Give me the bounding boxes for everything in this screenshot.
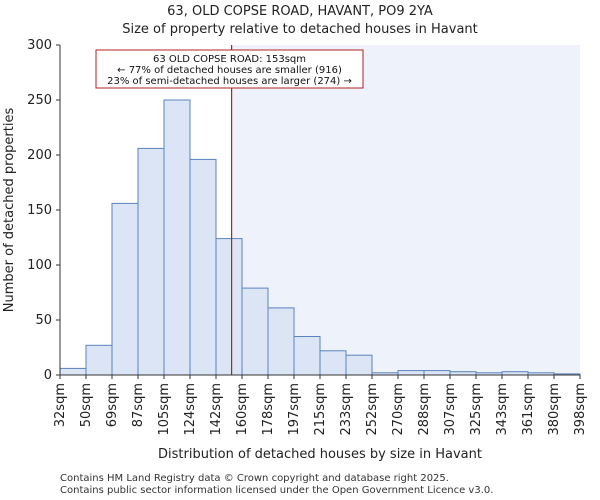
- x-tick-label: 160sqm: [235, 383, 250, 436]
- x-tick-label: 325sqm: [469, 383, 484, 436]
- bar-178sqm: [267, 307, 295, 376]
- y-tick-label: 50: [35, 313, 52, 328]
- x-tick-label: 361sqm: [521, 383, 536, 436]
- y-tick-label: 300: [27, 38, 52, 53]
- bar-124sqm: [189, 158, 217, 376]
- x-tick-label: 270sqm: [391, 383, 406, 436]
- y-tick-label: 150: [27, 203, 52, 218]
- x-tick-label: 288sqm: [417, 383, 432, 436]
- bar-69sqm: [111, 202, 139, 376]
- annotation-box: [95, 49, 364, 89]
- x-tick-label: 178sqm: [261, 383, 276, 436]
- bar-270sqm: [397, 370, 425, 376]
- bar-32sqm: [59, 367, 87, 376]
- y-axis-label: Number of detached properties: [2, 108, 17, 313]
- x-tick-label: 105sqm: [157, 383, 172, 436]
- bar-288sqm: [423, 370, 451, 376]
- x-tick-label: 233sqm: [339, 383, 354, 436]
- x-tick-label: 124sqm: [183, 383, 198, 436]
- bar-215sqm: [319, 350, 347, 376]
- bar-142sqm: [215, 238, 243, 376]
- bar-197sqm: [293, 336, 321, 376]
- bar-50sqm: [85, 344, 113, 376]
- x-tick-label: 252sqm: [365, 383, 380, 436]
- x-tick-label: 142sqm: [209, 383, 224, 436]
- bar-87sqm: [137, 147, 165, 376]
- x-tick-label: 343sqm: [495, 383, 510, 436]
- x-tick-label: 380sqm: [547, 383, 562, 436]
- x-tick-label: 32sqm: [53, 383, 68, 427]
- x-tick-label: 50sqm: [79, 383, 94, 427]
- y-tick-label: 250: [27, 93, 52, 108]
- x-tick-label: 197sqm: [287, 383, 302, 436]
- annotation-line-2: ← 77% of detached houses are smaller (91…: [117, 65, 342, 76]
- annotation-line-1: 63 OLD COPSE ROAD: 153sqm: [153, 54, 306, 65]
- x-axis-label: Distribution of detached houses by size …: [158, 447, 482, 462]
- bar-105sqm: [163, 99, 191, 376]
- chart-subtitle: Size of property relative to detached ho…: [122, 22, 478, 37]
- y-tick-label: 200: [27, 148, 52, 163]
- x-tick-label: 398sqm: [573, 383, 588, 436]
- y-tick-label: 100: [27, 258, 52, 273]
- footer-line-2: Contains public sector information licen…: [60, 485, 494, 496]
- chart-title: 63, OLD COPSE ROAD, HAVANT, PO9 2YA: [167, 4, 433, 19]
- x-tick-label: 87sqm: [131, 383, 146, 427]
- footer-line-1: Contains HM Land Registry data © Crown c…: [60, 473, 449, 484]
- x-tick-label: 215sqm: [313, 383, 328, 436]
- annotation-line-3: 23% of semi-detached houses are larger (…: [107, 76, 352, 87]
- x-tick-label: 307sqm: [443, 383, 458, 436]
- x-tick-label: 69sqm: [105, 383, 120, 427]
- bar-160sqm: [241, 287, 269, 376]
- y-tick-label: 0: [44, 368, 52, 383]
- bar-233sqm: [345, 354, 373, 376]
